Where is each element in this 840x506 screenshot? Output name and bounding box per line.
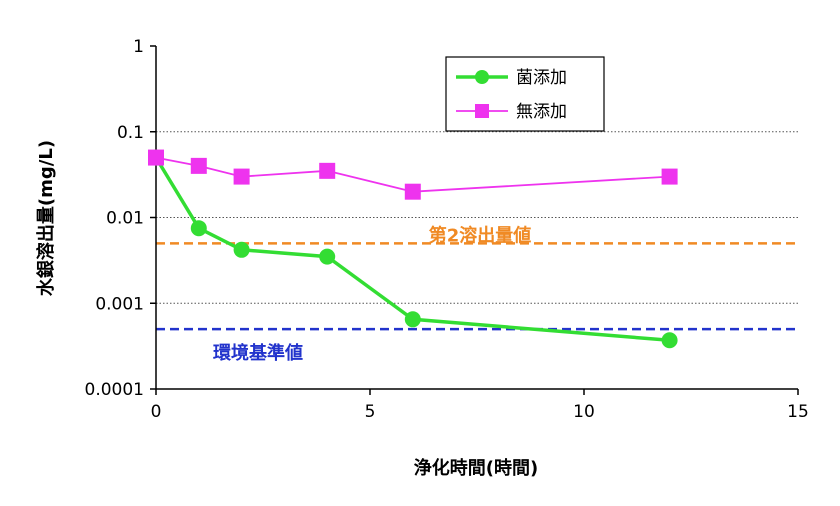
data-point — [319, 248, 336, 265]
series — [148, 149, 678, 349]
tick-labels: 1 0.1 0.01 0.001 0.0001 0 5 10 15 — [85, 37, 809, 422]
data-point — [190, 157, 207, 174]
data-point — [233, 168, 250, 185]
reference-line-label: 環境基準値 — [213, 342, 303, 364]
data-point — [233, 241, 250, 258]
y-tick-label: 0.001 — [95, 294, 144, 314]
legend-marker — [475, 104, 489, 118]
legend-box — [445, 56, 605, 132]
data-point — [319, 162, 336, 179]
x-tick-label: 0 — [151, 402, 162, 422]
x-tick-label: 15 — [787, 402, 809, 422]
data-point — [661, 168, 678, 185]
legend-label: 無添加 — [516, 102, 567, 122]
axes — [150, 45, 799, 395]
data-point — [404, 311, 421, 328]
y-axis-label: 水銀溶出量(mg/L) — [35, 140, 57, 296]
y-tick-label: 0.1 — [117, 123, 144, 143]
y-tick-label: 0.01 — [106, 209, 144, 229]
legend-item: 無添加 — [456, 102, 567, 122]
x-axis-label: 浄化時間(時間) — [414, 457, 538, 479]
series-2 — [148, 149, 678, 200]
series-line — [154, 156, 670, 343]
grid-lines — [156, 131, 798, 304]
legend-label: 菌添加 — [516, 68, 567, 88]
legend-marker — [475, 70, 489, 84]
x-tick-label: 10 — [573, 402, 595, 422]
y-tick-label: 0.0001 — [85, 380, 144, 400]
y-tick-label: 1 — [133, 37, 144, 57]
x-tick-label: 5 — [365, 402, 376, 422]
reference-line-label: 第2溶出量値 — [429, 224, 532, 246]
data-point — [148, 149, 164, 166]
data-point — [404, 183, 421, 200]
data-point — [190, 220, 207, 237]
legend-item: 菌添加 — [456, 68, 567, 88]
series-1 — [148, 149, 678, 349]
data-point — [661, 332, 678, 349]
